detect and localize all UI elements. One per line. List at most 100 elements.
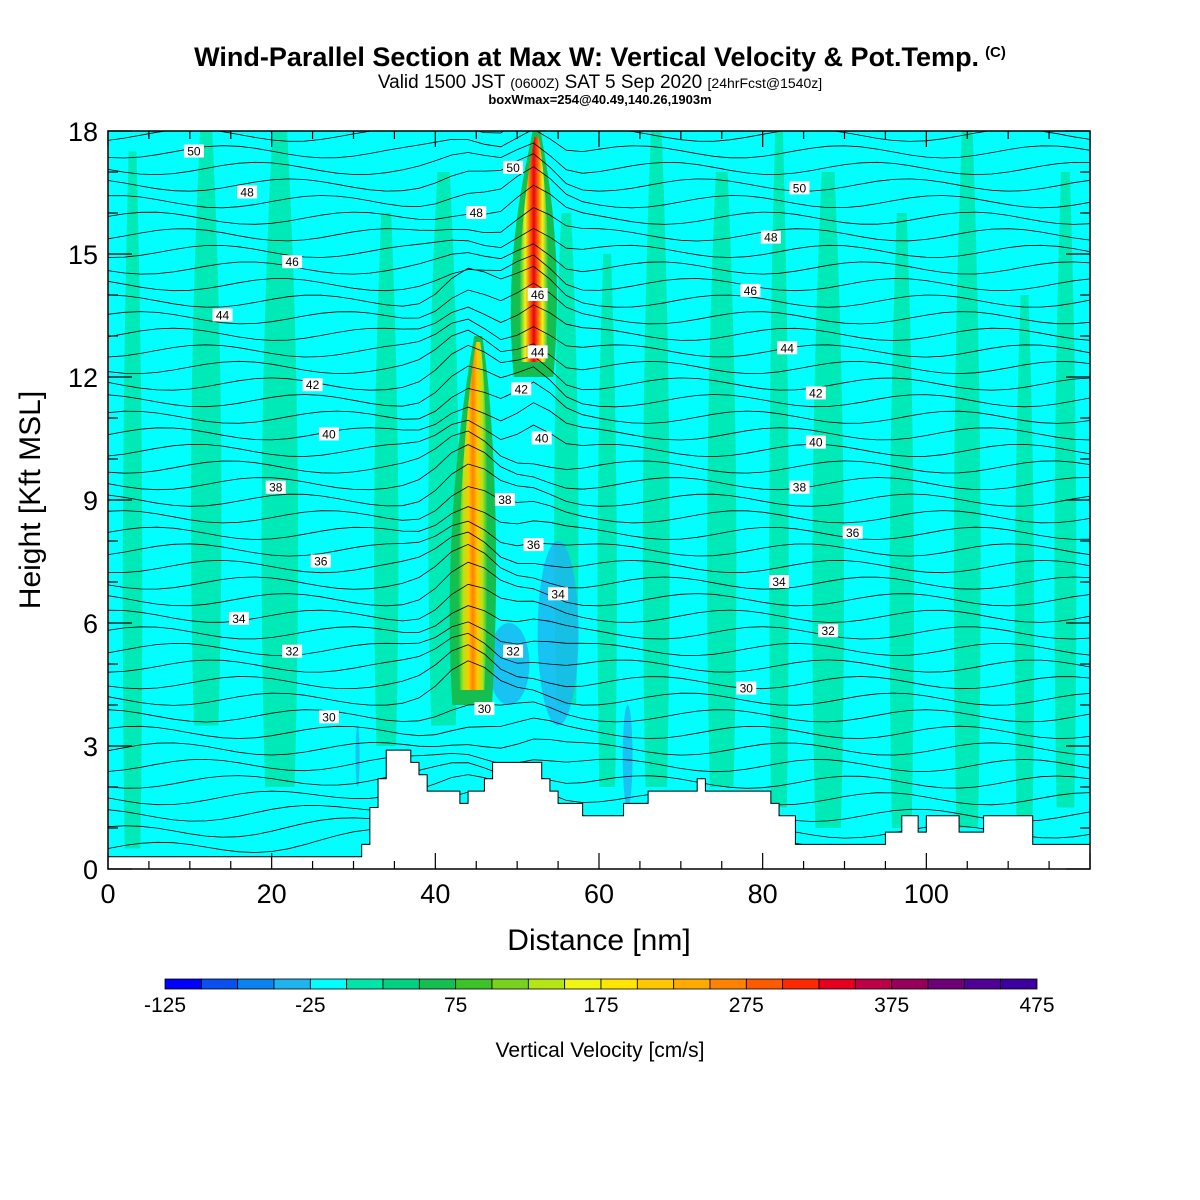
theta-label: 46 [740,283,761,298]
theta-label-box [503,160,524,174]
chart-title-text: Wind-Parallel Section at Max W: Vertical… [194,42,980,72]
theta-label-box [183,144,204,158]
theta-label-box [282,255,303,269]
theta-label: 50 [789,181,810,195]
theta-label: 48 [237,185,258,200]
terrain [108,749,1090,869]
theta-label-text: 50 [793,181,807,195]
theta-contour-line [108,207,1090,242]
velocity-band [374,213,399,746]
theta-label-box [282,644,303,658]
downdraft-band [537,541,579,726]
box-wmax-info: boxWmax=254@40.49,140.26,1903m [488,92,712,107]
theta-label-text: 44 [781,341,795,355]
theta-label-box [503,644,524,658]
theta-label-text: 34 [772,575,786,589]
copyright-mark: (C) [985,44,1006,61]
colorbar-swatch [600,978,638,990]
colorbar-swatch [418,978,457,990]
theta-label-text: 42 [306,378,320,392]
chart-subtitle: Valid 1500 JST (0600Z) SAT 5 Sep 2020 [2… [0,72,1200,94]
theta-label-text: 40 [809,436,823,450]
theta-label-text: 42 [515,382,529,396]
theta-contour-line [108,344,1090,391]
theta-label: 44 [777,341,798,355]
theta-label: 50 [503,160,524,175]
theta-label-box [474,702,495,716]
theta-contour-line [108,605,1090,640]
theta-label-text: 32 [506,645,520,659]
theta-label: 34 [548,587,569,601]
theta-label-box [466,206,487,219]
theta-contour-line [108,644,1090,690]
theta-label-text: 46 [531,288,545,302]
theta-label: 42 [805,386,826,400]
theta-label-text: 50 [506,161,520,175]
colorbar-swatch [273,978,311,990]
colorbar-swatch [673,978,711,990]
theta-label: 36 [842,525,863,540]
colorbar-swatch [237,978,275,990]
theta-label-box [212,308,233,322]
theta-contour-line [108,738,1090,756]
colorbar-tick-label: 175 [583,994,618,1017]
theta-label-text: 40 [322,427,336,441]
valid-utc: (0600Z) [510,75,560,91]
velocity-band [642,131,670,787]
theta-contour-line [108,621,1090,657]
theta-label-box [769,575,790,588]
theta-label-box [736,681,757,695]
colorbar-swatch [636,978,675,990]
y-tick-label: 18 [68,117,98,147]
theta-label-box [842,525,863,539]
theta-label: 40 [531,431,552,446]
theta-label: 32 [818,624,839,638]
theta-contour-line [108,265,1090,308]
theta-label-text: 38 [498,493,512,507]
theta-contour-line [108,365,1090,408]
theta-label: 40 [805,435,826,450]
theta-contour-line [108,583,1090,623]
x-tick-label: 0 [100,879,115,909]
theta-label-box [789,480,810,494]
theta-label-box [805,435,826,449]
theta-contour-line [108,752,1090,773]
y-tick-label: 0 [83,855,98,885]
plot-area: 50 48 46 44 42 40 38 36 34 32 30 50 48 46 44 42 40 38 36 34… [108,131,1090,869]
theta-label-text: 38 [269,481,283,495]
theta-contour-line [108,131,1090,159]
theta-label-text: 32 [821,624,835,638]
theta-label: 46 [282,255,303,269]
theta-contour-line [108,506,1090,540]
x-tick-label: 20 [257,879,287,909]
theta-label-box [818,624,839,638]
theta-label-text: 46 [285,255,299,269]
colorbar-swatch [963,978,1002,990]
colorbar: -125 -25 75 175 275 375 475 [144,978,1055,1017]
colorbar-tick-label: -25 [295,994,325,1017]
theta-contour-line [108,254,1090,292]
theta-label-box [237,185,258,199]
x-tick-label: 60 [584,879,614,909]
theta-contour-line [108,166,1090,209]
theta-label-text: 36 [314,555,328,569]
theta-label-text: 44 [216,309,230,323]
colorbar-swatch [382,978,420,990]
updraft-core [458,342,488,690]
colorbar-swatch [200,978,239,990]
theta-label-box [302,378,323,392]
theta-label-text: 32 [285,645,299,659]
theta-label-box [318,710,339,724]
valid-date: SAT 5 Sep 2020 [564,72,703,93]
theta-contour-line [108,444,1090,491]
x-axis-title: Distance [nm] [507,924,690,957]
theta-contour-line [108,463,1090,507]
updraft-core [519,137,549,362]
theta-contours [108,131,1090,856]
theta-contour-line [108,774,1090,806]
colorbar-swatch [854,978,893,990]
theta-label-box [523,538,544,552]
theta-contour-line [108,531,1090,574]
colorbar-swatch [891,978,929,990]
theta-label-box [548,587,569,601]
